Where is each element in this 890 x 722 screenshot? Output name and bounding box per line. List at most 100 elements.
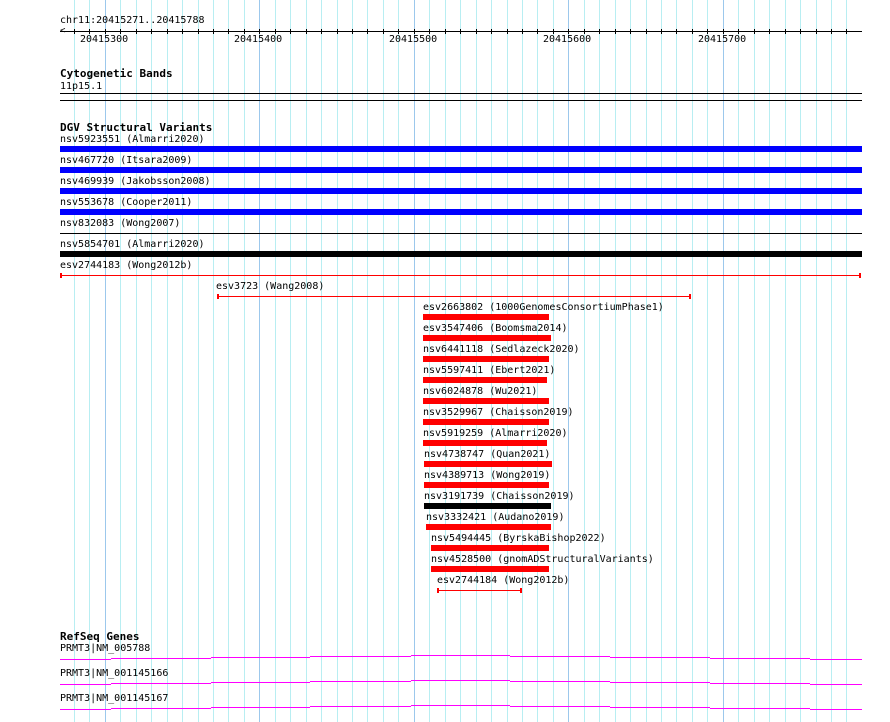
- grid-line: [120, 0, 121, 722]
- ruler-tick: [383, 29, 384, 34]
- cytoband-bar-top: [60, 93, 862, 94]
- ruler-tick-label: 20415500: [389, 34, 438, 45]
- grid-line: [584, 0, 585, 722]
- grid-line: [151, 0, 152, 722]
- sv-feature-bar[interactable]: [437, 590, 522, 591]
- gene-line-segment: [510, 681, 610, 682]
- grid-line: [661, 0, 662, 722]
- grid-line: [306, 0, 307, 722]
- sv-feature-bar[interactable]: [60, 233, 862, 234]
- gene-line-segment: [310, 681, 411, 682]
- sv-feature-bar[interactable]: [423, 335, 551, 341]
- ruler-tick: [676, 29, 677, 34]
- sv-feature-label: nsv469939 (Jakobsson2008): [60, 176, 211, 187]
- sv-feature-end-cap: [60, 273, 62, 278]
- location-label: chr11:20415271..20415788: [60, 15, 205, 26]
- ruler-tick: [337, 29, 338, 34]
- sv-feature-label: nsv3191739 (Chaisson2019): [424, 491, 575, 502]
- ruler-tick: [584, 29, 585, 34]
- ruler-tick: [553, 29, 554, 34]
- gene-line-segment: [310, 656, 411, 657]
- gene-line-segment: [411, 680, 510, 681]
- sv-feature-bar[interactable]: [60, 251, 862, 257]
- sv-feature-bar[interactable]: [424, 482, 549, 488]
- gene-line-segment: [810, 684, 862, 685]
- sv-feature-bar[interactable]: [217, 296, 691, 297]
- grid-line: [337, 0, 338, 722]
- sv-feature-bar[interactable]: [423, 398, 549, 404]
- sv-feature-bar[interactable]: [423, 356, 549, 362]
- grid-line: [846, 0, 847, 722]
- gene-line-segment: [111, 683, 211, 684]
- grid-line: [646, 0, 647, 722]
- ruler-tick: [630, 29, 631, 34]
- grid-line: [676, 0, 677, 722]
- sv-feature-bar[interactable]: [60, 209, 862, 215]
- ruler-tick: [290, 29, 291, 34]
- grid-line: [831, 0, 832, 722]
- sv-feature-bar[interactable]: [426, 524, 551, 530]
- sv-feature-bar[interactable]: [423, 419, 549, 425]
- gene-line-segment: [610, 657, 710, 658]
- sv-feature-bar[interactable]: [60, 146, 862, 152]
- gene-line-segment: [60, 684, 111, 685]
- grid-line: [89, 0, 90, 722]
- ruler-tick: [661, 29, 662, 34]
- gene-line-segment: [510, 656, 610, 657]
- left-arrow-icon: <: [60, 26, 66, 36]
- ruler-tick: [615, 29, 616, 34]
- ruler-tick: [228, 29, 229, 34]
- grid-line: [414, 0, 415, 722]
- ruler-tick: [445, 29, 446, 34]
- ruler-axis: [60, 31, 862, 32]
- grid-line: [198, 0, 199, 722]
- ruler-tick: [599, 29, 600, 34]
- grid-line: [568, 0, 569, 722]
- sv-feature-label: nsv832083 (Wong2007): [60, 218, 181, 229]
- refseq-track-title[interactable]: RefSeq Genes: [60, 630, 140, 643]
- cytoband-track-title[interactable]: Cytogenetic Bands: [60, 67, 173, 80]
- dgv-track-title[interactable]: DGV Structural Variants: [60, 121, 213, 134]
- ruler-tick: [151, 29, 152, 34]
- ruler-tick: [352, 29, 353, 34]
- sv-feature-bar[interactable]: [431, 566, 549, 572]
- sv-feature-label: nsv553678 (Cooper2011): [60, 197, 193, 208]
- grid-line: [800, 0, 801, 722]
- sv-feature-bar[interactable]: [60, 167, 862, 173]
- sv-feature-bar[interactable]: [60, 188, 862, 194]
- sv-feature-bar[interactable]: [60, 275, 861, 276]
- grid-line: [213, 0, 214, 722]
- sv-feature-bar[interactable]: [423, 440, 547, 446]
- grid-line: [228, 0, 229, 722]
- ruler-tick: [74, 29, 75, 34]
- ruler-tick-label: 20415600: [543, 34, 592, 45]
- ruler-tick: [398, 29, 399, 34]
- gene-line-segment: [111, 658, 211, 659]
- ruler-tick: [522, 29, 523, 34]
- sv-feature-bar[interactable]: [424, 503, 551, 509]
- ruler-tick: [275, 29, 276, 34]
- sv-feature-label: nsv5854701 (Almarri2020): [60, 239, 205, 250]
- grid-line: [383, 0, 384, 722]
- grid-line: [754, 0, 755, 722]
- sv-feature-bar[interactable]: [424, 461, 552, 467]
- gene-line-segment: [710, 708, 810, 709]
- ruler-tick: [244, 29, 245, 34]
- gene-line-segment: [211, 657, 310, 658]
- gene-line-segment: [810, 659, 862, 660]
- sv-feature-end-cap: [859, 273, 861, 278]
- sv-feature-bar[interactable]: [423, 314, 549, 320]
- sv-feature-bar[interactable]: [423, 377, 547, 383]
- ruler-tick: [198, 29, 199, 34]
- ruler-tick: [816, 29, 817, 34]
- gene-line-segment: [211, 707, 310, 708]
- ruler-tick: [367, 29, 368, 34]
- sv-feature-end-cap: [217, 294, 219, 299]
- grid-line: [785, 0, 786, 722]
- ruler-tick: [568, 29, 569, 34]
- grid-line: [615, 0, 616, 722]
- sv-feature-label: nsv5494445 (ByrskaBishop2022): [431, 533, 606, 544]
- ruler-tick: [213, 29, 214, 34]
- sv-feature-bar[interactable]: [431, 545, 549, 551]
- ruler-tick: [182, 29, 183, 34]
